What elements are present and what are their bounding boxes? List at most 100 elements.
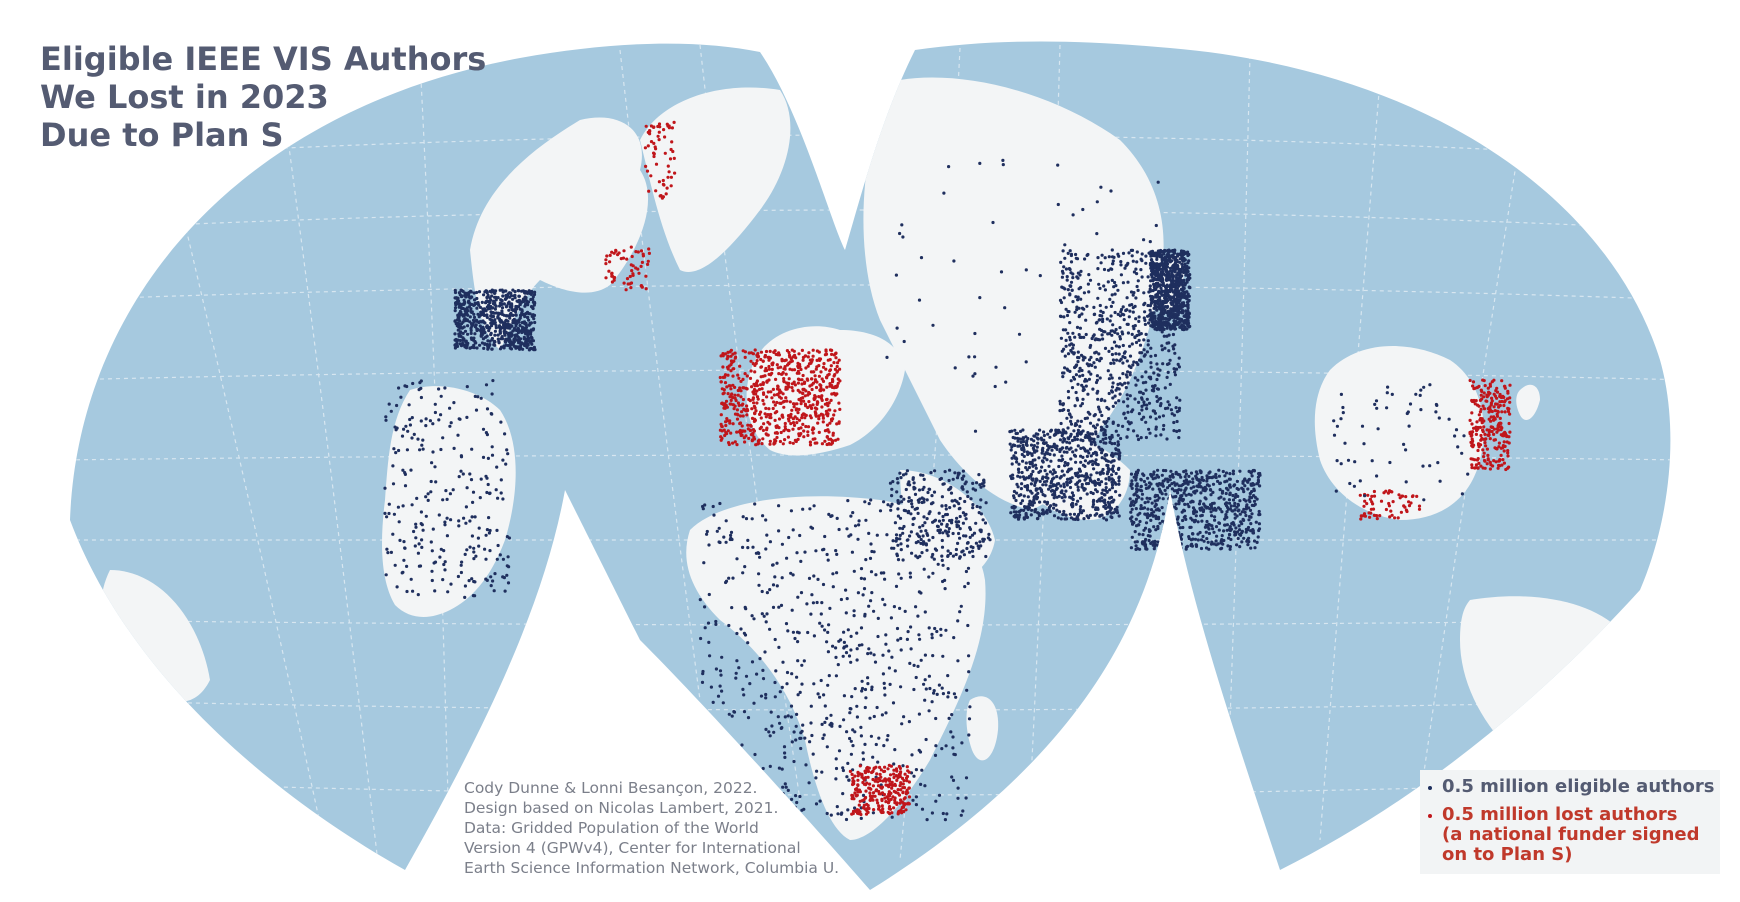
- eligible-author-dot: [845, 597, 849, 601]
- eligible-author-dot: [709, 718, 713, 722]
- eligible-author-dot: [1091, 505, 1095, 509]
- eligible-author-dot: [973, 429, 978, 433]
- eligible-author-dot: [875, 533, 879, 537]
- lost-author-dot: [765, 395, 769, 399]
- lost-author-dot: [612, 275, 617, 280]
- lost-author-dot: [857, 803, 861, 807]
- lost-author-dot: [900, 811, 904, 815]
- eligible-author-dot: [839, 638, 843, 642]
- eligible-author-dot: [1088, 460, 1092, 464]
- eligible-author-dot: [960, 741, 964, 745]
- lost-author-dot: [751, 431, 755, 435]
- lost-author-dot: [734, 398, 738, 403]
- eligible-author-dot: [888, 682, 892, 687]
- lost-author-dot: [835, 422, 839, 426]
- eligible-author-dot: [1063, 243, 1067, 247]
- eligible-author-dot: [515, 322, 519, 326]
- lost-author-dot: [767, 358, 771, 362]
- eligible-author-dot: [397, 520, 401, 524]
- eligible-author-dot: [764, 547, 768, 551]
- eligible-author-dot: [1062, 315, 1066, 319]
- eligible-author-dot: [892, 546, 896, 550]
- eligible-author-dot: [698, 769, 702, 773]
- eligible-author-dot: [902, 497, 906, 501]
- eligible-author-dot: [1098, 286, 1102, 290]
- eligible-author-dot: [893, 521, 898, 525]
- eligible-author-dot: [1111, 358, 1115, 362]
- eligible-author-dot: [1052, 506, 1056, 510]
- lost-author-dot: [798, 390, 802, 394]
- eligible-author-dot: [855, 631, 859, 635]
- eligible-author-dot: [1065, 463, 1070, 467]
- eligible-author-dot: [485, 490, 489, 495]
- eligible-author-dot: [719, 673, 723, 677]
- eligible-author-dot: [841, 768, 846, 773]
- lost-author-dot: [775, 431, 779, 435]
- lost-author-dot: [630, 269, 634, 273]
- eligible-author-dot: [1129, 248, 1133, 252]
- eligible-author-dot: [433, 560, 438, 564]
- lost-author-dot: [666, 164, 670, 168]
- eligible-author-dot: [1121, 424, 1125, 428]
- lost-author-dot: [856, 783, 860, 787]
- lost-author-dot: [755, 384, 760, 388]
- eligible-author-dot: [443, 560, 447, 564]
- eligible-author-dot: [708, 735, 712, 739]
- eligible-author-dot: [919, 782, 923, 787]
- lost-author-dot: [897, 793, 902, 797]
- eligible-author-dot: [1131, 408, 1135, 412]
- eligible-author-dot: [496, 496, 500, 500]
- eligible-author-dot: [529, 290, 533, 294]
- eligible-author-dot: [1148, 431, 1152, 435]
- eligible-author-dot: [1073, 310, 1077, 314]
- eligible-author-dot: [780, 542, 785, 546]
- eligible-author-dot: [1172, 429, 1176, 433]
- eligible-author-dot: [472, 546, 476, 550]
- eligible-author-dot: [1070, 501, 1075, 505]
- lost-author-dot: [672, 156, 676, 160]
- eligible-author-dot: [1065, 446, 1069, 450]
- eligible-author-dot: [1052, 453, 1056, 457]
- eligible-author-dot: [1054, 503, 1058, 507]
- lost-author-dot: [783, 365, 787, 369]
- eligible-author-dot: [464, 295, 468, 299]
- eligible-author-dot: [849, 514, 853, 518]
- lost-author-dot: [740, 424, 744, 428]
- eligible-author-dot: [1106, 332, 1110, 336]
- eligible-author-dot: [414, 536, 418, 540]
- eligible-author-dot: [724, 540, 728, 544]
- eligible-author-dot: [1041, 493, 1045, 497]
- lost-author-dot: [796, 381, 801, 385]
- eligible-author-dot: [456, 328, 460, 332]
- land-new-zealand: [1516, 384, 1540, 420]
- eligible-author-dot: [396, 505, 400, 509]
- eligible-author-dot: [457, 519, 461, 523]
- eligible-author-dot: [1048, 509, 1052, 514]
- lost-author-dot: [641, 252, 645, 256]
- eligible-author-dot: [1143, 322, 1147, 326]
- eligible-author-dot: [789, 715, 794, 719]
- eligible-author-dot: [1145, 407, 1149, 411]
- lost-author-dot: [775, 363, 779, 367]
- eligible-author-dot: [453, 309, 457, 313]
- lost-author-dot: [741, 414, 745, 418]
- lost-author-dot: [736, 373, 740, 377]
- eligible-author-dot: [911, 476, 915, 480]
- eligible-author-dot: [1183, 262, 1187, 266]
- eligible-author-dot: [978, 296, 982, 300]
- eligible-author-dot: [468, 315, 472, 319]
- eligible-author-dot: [826, 630, 830, 635]
- eligible-author-dot: [930, 811, 935, 815]
- eligible-author-dot: [1175, 419, 1179, 424]
- lost-author-dot: [775, 387, 780, 391]
- lost-author-dot: [654, 162, 659, 166]
- eligible-author-dot: [1049, 429, 1053, 433]
- lost-author-dot: [800, 413, 804, 417]
- eligible-author-dot: [889, 508, 893, 512]
- lost-author-dot: [670, 126, 675, 130]
- eligible-author-dot: [510, 333, 514, 337]
- eligible-author-dot: [741, 515, 745, 519]
- lost-author-dot: [896, 776, 900, 780]
- eligible-author-dot: [923, 653, 928, 657]
- lost-author-dot: [778, 439, 783, 444]
